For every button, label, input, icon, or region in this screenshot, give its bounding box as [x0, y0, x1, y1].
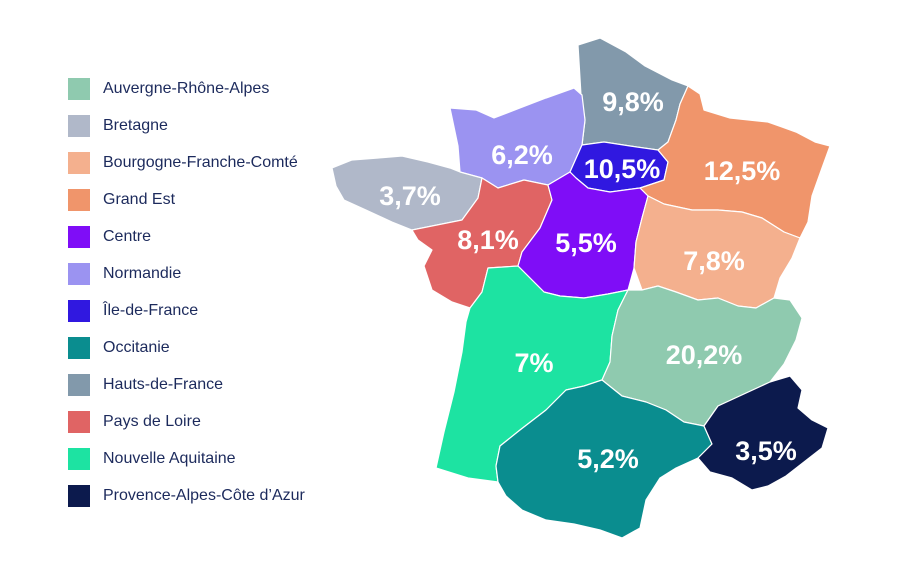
- legend-item-bourgogne-franche-comte: Bourgogne-Franche-Comté: [68, 144, 368, 181]
- value-label-grand-est: 12,5%: [704, 156, 781, 186]
- legend-swatch: [68, 447, 90, 470]
- value-label-provence-alpes-cote-d-azur: 3,5%: [735, 436, 797, 466]
- value-label-pays-de-loire: 8,1%: [457, 225, 519, 255]
- legend-item-grand-est: Grand Est: [68, 181, 368, 218]
- legend-label: Occitanie: [103, 338, 170, 356]
- value-label-ile-de-france: 10,5%: [584, 154, 661, 184]
- legend-label: Bourgogne-Franche-Comté: [103, 153, 298, 171]
- legend-label: Pays de Loire: [103, 412, 201, 430]
- legend-label: Normandie: [103, 264, 182, 282]
- legend-swatch: [68, 373, 90, 396]
- value-label-centre: 5,5%: [555, 228, 617, 258]
- legend-swatch: [68, 299, 90, 322]
- value-label-nouvelle-aquitaine: 7%: [514, 348, 553, 378]
- legend-swatch: [68, 151, 90, 174]
- legend-item-hauts-de-france: Hauts-de-France: [68, 366, 368, 403]
- legend-label: Bretagne: [103, 116, 168, 134]
- value-label-normandie: 6,2%: [491, 140, 553, 170]
- legend-label: Provence-Alpes-Côte d’Azur: [103, 486, 305, 504]
- map-legend: Auvergne-Rhône-Alpes Bretagne Bourgogne-…: [68, 70, 368, 514]
- region-provence-alpes-cote-d-azur: [697, 375, 829, 491]
- legend-label: Nouvelle Aquitaine: [103, 449, 236, 467]
- legend-swatch: [68, 410, 90, 433]
- value-label-bourgogne-franche-comte: 7,8%: [683, 246, 745, 276]
- legend-item-auvergne-rhone-alpes: Auvergne-Rhône-Alpes: [68, 70, 368, 107]
- legend-item-bretagne: Bretagne: [68, 107, 368, 144]
- legend-swatch: [68, 484, 90, 507]
- legend-item-provence-alpes-cote-d-azur: Provence-Alpes-Côte d’Azur: [68, 477, 368, 514]
- legend-label: Île-de-France: [103, 301, 199, 319]
- value-label-hauts-de-france: 9,8%: [602, 87, 664, 117]
- region-occitanie: [495, 379, 713, 539]
- legend-swatch: [68, 77, 90, 100]
- legend-label: Auvergne-Rhône-Alpes: [103, 79, 270, 97]
- legend-item-normandie: Normandie: [68, 255, 368, 292]
- region-normandie: [449, 87, 586, 189]
- value-label-bretagne: 3,7%: [379, 181, 441, 211]
- value-label-occitanie: 5,2%: [577, 444, 639, 474]
- legend-swatch: [68, 336, 90, 359]
- legend-swatch: [68, 225, 90, 248]
- legend-label: Hauts-de-France: [103, 375, 224, 393]
- legend-swatch: [68, 262, 90, 285]
- value-label-auvergne-rhone-alpes: 20,2%: [666, 340, 743, 370]
- legend-label: Centre: [103, 227, 152, 245]
- legend-swatch: [68, 114, 90, 137]
- legend-item-centre: Centre: [68, 218, 368, 255]
- legend-item-ile-de-france: Île-de-France: [68, 292, 368, 329]
- legend-item-pays-de-loire: Pays de Loire: [68, 403, 368, 440]
- legend-label: Grand Est: [103, 190, 176, 208]
- legend-swatch: [68, 188, 90, 211]
- legend-item-nouvelle-aquitaine: Nouvelle Aquitaine: [68, 440, 368, 477]
- legend-item-occitanie: Occitanie: [68, 329, 368, 366]
